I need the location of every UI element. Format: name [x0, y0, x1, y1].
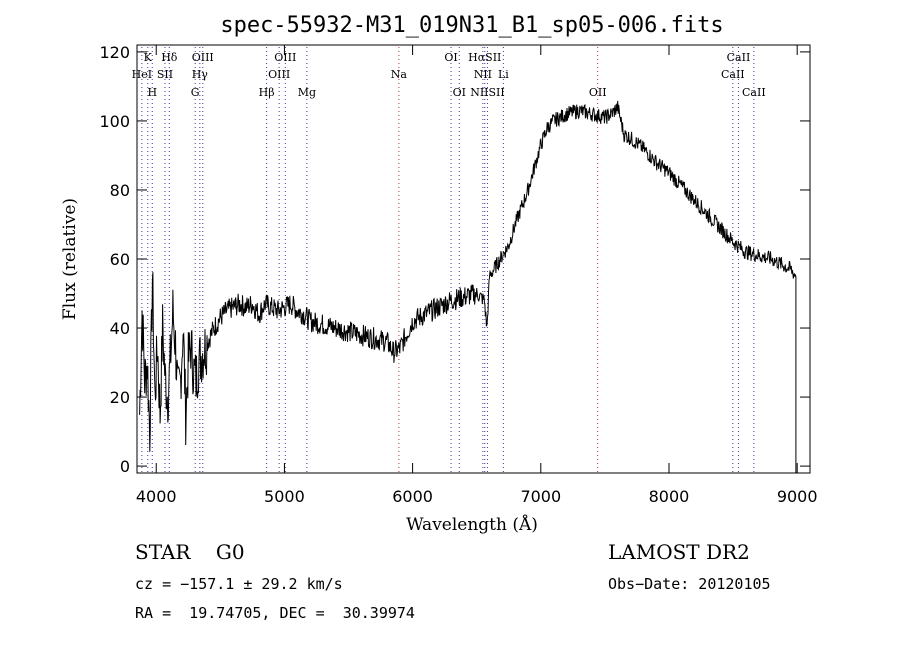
x-axis-label: Wavelength (Å)	[406, 514, 538, 535]
obs-date: Obs−Date: 20120105	[608, 575, 771, 593]
y-tick-label: 20	[110, 388, 130, 407]
spectrum-line	[139, 100, 797, 452]
cz-value: cz = −157.1 ± 29.2 km/s	[135, 575, 343, 593]
spectral-line-label: OIII	[274, 51, 296, 64]
spectral-line-red-label: OII	[589, 86, 607, 99]
x-tick-label: 9000	[777, 487, 818, 506]
spectral-line-label: H	[147, 86, 157, 99]
plot-frame	[136, 44, 811, 474]
spectral-line-label: CaII	[727, 51, 751, 64]
star-class: STAR G0	[135, 540, 245, 564]
spectral-line-label: CaII	[721, 68, 745, 81]
spectral-line-label: SII	[157, 68, 173, 81]
spectral-line-label: CaII	[742, 86, 766, 99]
spectral-line-label: G	[191, 86, 200, 99]
chart-title: spec-55932-M31_019N31_B1_sp05-006.fits	[220, 13, 723, 38]
x-tick-label: 5000	[264, 487, 305, 506]
spectral-line-label: HeI	[132, 68, 152, 81]
y-tick-label: 80	[110, 181, 130, 200]
spectral-lines-layer: K HeI H Hδ SII OIII Hγ G OIII OIII Hβ Mg OI OI HαSII NI…	[132, 47, 766, 473]
spectral-line-label: NII	[474, 68, 492, 81]
spectral-line-red-label: Na	[391, 68, 408, 81]
spectral-line-label: Hδ	[161, 51, 178, 64]
y-axis-label: Flux (relative)	[60, 198, 80, 320]
spectral-line-label: OIII	[268, 68, 290, 81]
survey-name: LAMOST DR2	[608, 540, 750, 564]
spectral-line-label: NIISII	[470, 86, 505, 99]
spectral-line-label: OIII	[192, 51, 214, 64]
spectral-line-label: Hβ	[259, 86, 275, 99]
spectral-line-label: Li	[498, 68, 509, 81]
axis-layer: 4000 5000 6000 7000 8000 9000 0 20 40 60 80 100 120	[99, 43, 817, 506]
x-tick-label: 4000	[136, 487, 177, 506]
spectral-line-label: OI	[453, 86, 466, 99]
spectral-line-label: K	[144, 51, 153, 64]
y-tick-label: 0	[120, 457, 130, 476]
y-tick-label: 40	[110, 319, 130, 338]
spectral-line-label: Hγ	[192, 68, 209, 81]
y-tick-label: 100	[99, 112, 130, 131]
data-layer	[139, 100, 797, 473]
x-tick-label: 6000	[392, 487, 433, 506]
x-tick-label: 8000	[649, 487, 690, 506]
y-tick-label: 60	[110, 250, 130, 269]
spectral-line-label: Mg	[298, 86, 316, 99]
ra-dec-value: RA = 19.74705, DEC = 30.39974	[135, 604, 415, 622]
spectral-line-label: HαSII	[468, 51, 501, 64]
y-tick-label: 120	[99, 43, 130, 62]
spectral-line-label: OI	[444, 51, 457, 64]
x-tick-label: 7000	[520, 487, 561, 506]
